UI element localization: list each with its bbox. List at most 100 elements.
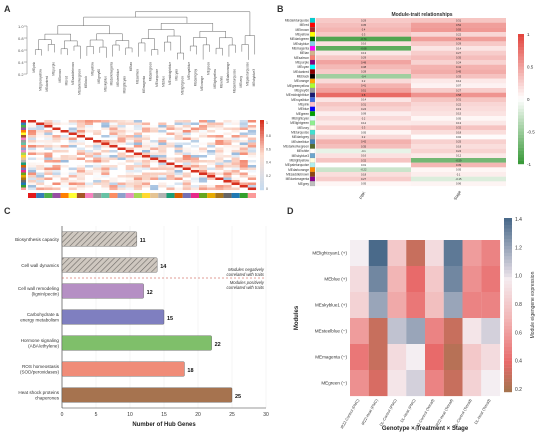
module-color-swatch <box>21 122 26 125</box>
colorbar-segment <box>260 183 264 186</box>
heatmap-cell <box>142 125 151 128</box>
heatmap-cell <box>247 167 257 171</box>
legend-segment <box>518 138 524 142</box>
heatmap-cell <box>174 150 183 153</box>
trait-cell-value: 0.07 <box>456 84 462 88</box>
colorbar-segment <box>504 343 512 347</box>
heatmap-cell <box>223 152 232 156</box>
dendrogram-branch <box>83 16 188 26</box>
module-color-swatch <box>21 127 26 130</box>
heatmap-cell <box>101 177 110 181</box>
heatmap-cell <box>117 145 126 148</box>
heatmap-cell <box>239 162 248 166</box>
expression-cell <box>406 344 426 371</box>
heatmap-cell <box>125 140 134 143</box>
trait-cell <box>316 172 411 177</box>
colorbar-segment <box>260 171 264 174</box>
trait-cell-value: 0.09 <box>361 112 367 116</box>
heatmap-cell <box>125 180 134 183</box>
heatmap-cell <box>231 125 240 128</box>
heatmap-cell <box>247 170 257 173</box>
heatmap-cell <box>166 125 175 128</box>
heatmap-cell <box>231 122 240 126</box>
module-color-swatch <box>309 17 316 23</box>
trait-cell <box>316 64 411 70</box>
heatmap-cell <box>247 120 257 123</box>
trait-cell <box>316 111 411 117</box>
heatmap-cell <box>166 170 175 173</box>
module-color-swatch <box>21 142 26 145</box>
module-color-swatch <box>309 120 316 126</box>
legend-segment <box>518 86 524 90</box>
heatmap-cell <box>215 127 224 131</box>
heatmap-cell <box>182 130 191 133</box>
heatmap-cell <box>142 155 151 158</box>
colorbar-segment <box>260 131 264 135</box>
heatmap-cell <box>28 167 37 171</box>
colorbar-segment <box>260 152 264 156</box>
expression-cell <box>350 240 369 267</box>
module-color-swatch <box>21 152 26 155</box>
module-color-swatch <box>309 22 316 28</box>
trait-cell <box>411 130 506 135</box>
legend-tick: -1 <box>527 162 531 167</box>
heatmap-cell <box>76 135 86 138</box>
trait-cell <box>316 69 411 75</box>
legend-segment <box>518 69 524 74</box>
colorbar-segment <box>504 284 512 288</box>
heatmap-cell <box>158 150 167 153</box>
heatmap-cell <box>223 132 232 136</box>
module-color-swatch <box>21 150 26 153</box>
heatmap-cell <box>85 125 94 128</box>
dendrogram-branch <box>138 42 146 57</box>
heatmap-cell <box>125 157 134 161</box>
category-label: Hormone signaling (ABA/ethylene) <box>21 338 60 349</box>
dendrogram-leaf-label: MEgreen <box>207 62 211 75</box>
colorbar-segment <box>504 256 512 260</box>
heatmap-cell <box>68 162 77 166</box>
colorbar-segment <box>504 305 512 309</box>
heatmap-cell <box>207 140 216 143</box>
x-tick-label: 10 <box>127 412 133 418</box>
trait-cell <box>316 158 411 163</box>
heatmap-cell <box>207 172 216 176</box>
trait-cell <box>411 36 506 42</box>
expression-cell <box>425 292 444 319</box>
colorbar-segment <box>504 301 512 306</box>
heatmap-cell <box>199 120 208 123</box>
trait-cell-value: 0.16 <box>361 42 367 46</box>
heatmap-cell <box>142 152 151 156</box>
expression-cell <box>443 344 463 371</box>
colorbar-segment <box>260 141 264 144</box>
trait-cell-value: 0.2 <box>362 135 366 139</box>
heatmap-cell <box>182 127 191 131</box>
module-label: MEblack <box>297 75 310 79</box>
heatmap-cell <box>174 175 183 178</box>
legend-segment <box>518 50 524 54</box>
colorbar-segment <box>260 166 264 170</box>
module-color-swatch <box>309 115 316 121</box>
heatmap-cell <box>101 137 110 141</box>
heatmap-cell <box>150 182 159 186</box>
expression-cell <box>406 266 426 293</box>
module-color-swatch <box>309 78 316 84</box>
heatmap-cell <box>231 140 240 143</box>
heatmap-cell <box>93 135 102 138</box>
heatmap-cell <box>76 172 86 176</box>
expression-cell <box>350 266 369 293</box>
dendrogram-branch <box>86 46 94 56</box>
heatmap-cell <box>85 130 94 133</box>
legend-segment <box>518 102 524 106</box>
heatmap-cell <box>68 147 77 151</box>
expression-cell <box>350 370 369 397</box>
heatmap-cell <box>133 180 143 183</box>
heatmap-cell <box>247 132 257 136</box>
module-label: MEwhite <box>297 149 309 153</box>
heatmap-cell <box>190 157 200 161</box>
heatmap-cell <box>190 132 200 136</box>
heatmap-cell <box>60 182 69 186</box>
heatmap-cell <box>117 167 126 171</box>
heatmap-cell <box>36 140 45 143</box>
heatmap-cell <box>101 145 110 148</box>
trait-cell-value: 0.28 <box>361 70 367 74</box>
